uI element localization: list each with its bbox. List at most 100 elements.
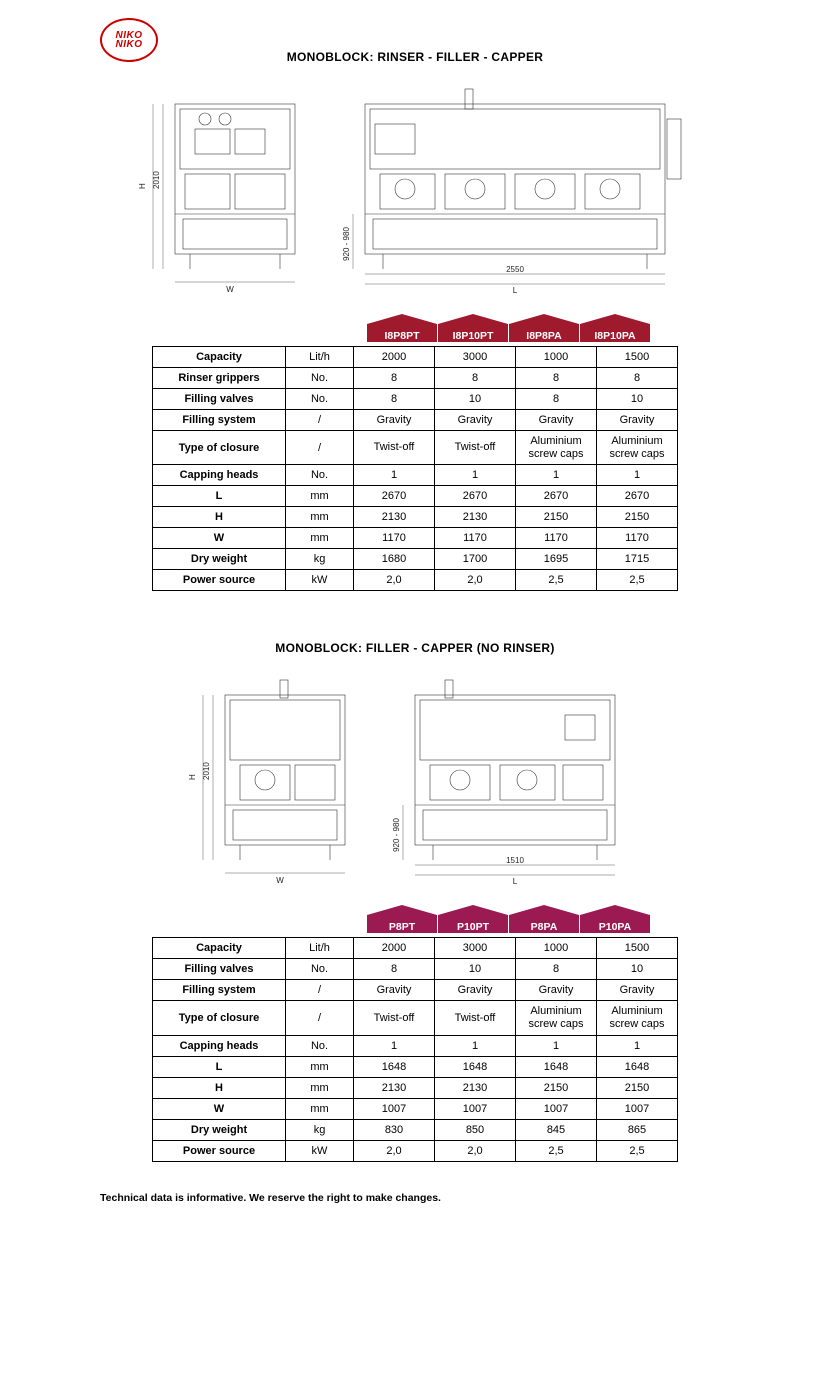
table-row: Rinser grippersNo.8888 <box>153 368 678 389</box>
value-cell: 1 <box>435 1035 516 1056</box>
param-cell: Capacity <box>153 938 286 959</box>
value-cell: 10 <box>597 389 678 410</box>
value-cell: 1170 <box>597 528 678 549</box>
table-row: Hmm2130213021502150 <box>153 1077 678 1098</box>
param-cell: Filling valves <box>153 959 286 980</box>
value-cell: 2000 <box>354 347 435 368</box>
value-cell: 8 <box>354 389 435 410</box>
table-row: Filling system/GravityGravityGravityGrav… <box>153 980 678 1001</box>
value-cell: 10 <box>435 389 516 410</box>
h-val: 2010 <box>202 762 211 780</box>
table-row: Lmm2670267026702670 <box>153 486 678 507</box>
table-row: Filling valvesNo.810810 <box>153 389 678 410</box>
table-row: Wmm1170117011701170 <box>153 528 678 549</box>
param-cell: L <box>153 1056 286 1077</box>
unit-cell: No. <box>286 465 354 486</box>
value-cell: 2,5 <box>516 1140 597 1161</box>
unit-cell: mm <box>286 1056 354 1077</box>
model-tab: P8PA <box>509 905 579 937</box>
value-cell: 2150 <box>597 1077 678 1098</box>
value-cell: 8 <box>597 368 678 389</box>
value-cell: 8 <box>435 368 516 389</box>
unit-cell: mm <box>286 507 354 528</box>
value-cell: 1 <box>354 1035 435 1056</box>
unit-cell: No. <box>286 1035 354 1056</box>
l-label: L <box>513 877 518 885</box>
param-cell: W <box>153 1098 286 1119</box>
unit-cell: No. <box>286 389 354 410</box>
section1-model-tabs: I8P8PTI8P10PTI8P8PAI8P10PA <box>180 314 650 346</box>
value-cell: Aluminiumscrew caps <box>597 431 678 465</box>
value-cell: 10 <box>597 959 678 980</box>
model-tab: P8PT <box>367 905 437 937</box>
value-cell: Gravity <box>354 980 435 1001</box>
value-cell: Gravity <box>597 410 678 431</box>
unit-cell: kW <box>286 570 354 591</box>
unit-cell: mm <box>286 1098 354 1119</box>
worktop-dim: 920 - 980 <box>342 227 351 261</box>
unit-cell: Lit/h <box>286 938 354 959</box>
value-cell: 1700 <box>435 549 516 570</box>
table-row: Type of closure/Twist-offTwist-offAlumin… <box>153 1001 678 1035</box>
value-cell: Aluminiumscrew caps <box>516 431 597 465</box>
value-cell: 2150 <box>597 507 678 528</box>
param-cell: W <box>153 528 286 549</box>
table-row: Filling system/GravityGravityGravityGrav… <box>153 410 678 431</box>
value-cell: 8 <box>516 368 597 389</box>
value-cell: Gravity <box>516 410 597 431</box>
value-cell: 1000 <box>516 347 597 368</box>
table-row: Capping headsNo.1111 <box>153 1035 678 1056</box>
param-cell: Power source <box>153 1140 286 1161</box>
unit-cell: No. <box>286 959 354 980</box>
table-row: CapacityLit/h2000300010001500 <box>153 938 678 959</box>
w-label: W <box>276 876 284 885</box>
value-cell: Twist-off <box>435 431 516 465</box>
value-cell: 845 <box>516 1119 597 1140</box>
value-cell: 8 <box>516 959 597 980</box>
table-row: Dry weightkg830850845865 <box>153 1119 678 1140</box>
value-cell: Gravity <box>435 410 516 431</box>
model-tab: I8P8PA <box>509 314 579 346</box>
value-cell: 1170 <box>354 528 435 549</box>
value-cell: 3000 <box>435 347 516 368</box>
value-cell: 2670 <box>516 486 597 507</box>
value-cell: 8 <box>516 389 597 410</box>
value-cell: 2130 <box>435 1077 516 1098</box>
param-cell: H <box>153 1077 286 1098</box>
unit-cell: / <box>286 431 354 465</box>
model-tab: I8P8PT <box>367 314 437 346</box>
param-cell: Dry weight <box>153 549 286 570</box>
value-cell: 2,5 <box>516 570 597 591</box>
value-cell: 1500 <box>597 347 678 368</box>
value-cell: 830 <box>354 1119 435 1140</box>
value-cell: Gravity <box>435 980 516 1001</box>
section2-table: CapacityLit/h2000300010001500Filling val… <box>152 937 678 1161</box>
param-cell: Capping heads <box>153 465 286 486</box>
param-cell: Filling system <box>153 410 286 431</box>
l-label: L <box>513 286 518 294</box>
value-cell: 2,5 <box>597 570 678 591</box>
param-cell: Filling system <box>153 980 286 1001</box>
value-cell: 1 <box>516 465 597 486</box>
value-cell: 1648 <box>435 1056 516 1077</box>
value-cell: 1170 <box>516 528 597 549</box>
value-cell: 1007 <box>354 1098 435 1119</box>
value-cell: 2150 <box>516 1077 597 1098</box>
value-cell: Gravity <box>354 410 435 431</box>
worktop-dim: 920 - 980 <box>392 818 401 852</box>
param-cell: Type of closure <box>153 431 286 465</box>
table-row: Power sourcekW2,02,02,52,5 <box>153 1140 678 1161</box>
value-cell: 1007 <box>516 1098 597 1119</box>
value-cell: 3000 <box>435 938 516 959</box>
param-cell: Capacity <box>153 347 286 368</box>
model-tab: P10PA <box>580 905 650 937</box>
value-cell: Twist-off <box>354 431 435 465</box>
logo-text-2: NIKO <box>116 40 143 49</box>
value-cell: 1007 <box>597 1098 678 1119</box>
section1-drawing: H 2010 W 920 <box>40 74 790 294</box>
value-cell: Twist-off <box>354 1001 435 1035</box>
value-cell: 1 <box>516 1035 597 1056</box>
value-cell: 1648 <box>354 1056 435 1077</box>
param-cell: Rinser grippers <box>153 368 286 389</box>
value-cell: Aluminiumscrew caps <box>516 1001 597 1035</box>
